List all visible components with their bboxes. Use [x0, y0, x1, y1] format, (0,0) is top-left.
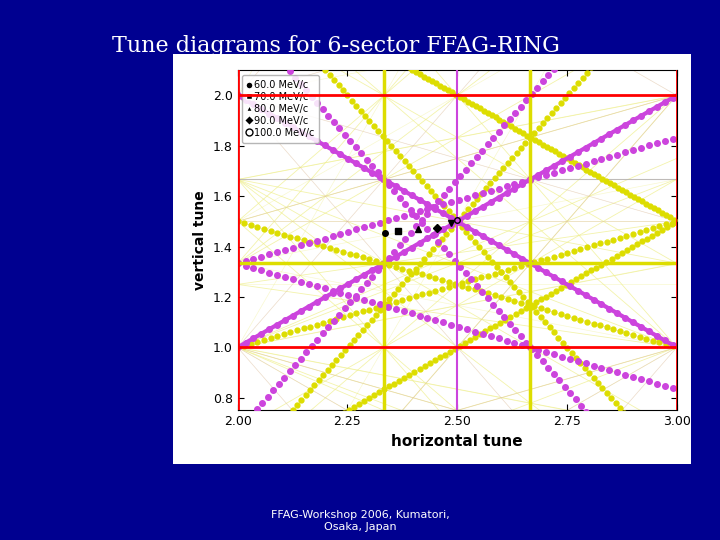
X-axis label: horizontal tune: horizontal tune — [392, 434, 523, 449]
Text: Tune diagrams for 6-sector FFAG-RING: Tune diagrams for 6-sector FFAG-RING — [112, 35, 559, 57]
Y-axis label: vertical tune: vertical tune — [193, 191, 207, 290]
Text: FFAG-Workshop 2006, Kumatori,
Osaka, Japan: FFAG-Workshop 2006, Kumatori, Osaka, Jap… — [271, 510, 449, 532]
Legend: 60.0 MeV/c, 70.0 MeV/c, 80.0 MeV/c, 90.0 MeV/c, 100.0 MeV/c: 60.0 MeV/c, 70.0 MeV/c, 80.0 MeV/c, 90.0… — [243, 75, 320, 143]
